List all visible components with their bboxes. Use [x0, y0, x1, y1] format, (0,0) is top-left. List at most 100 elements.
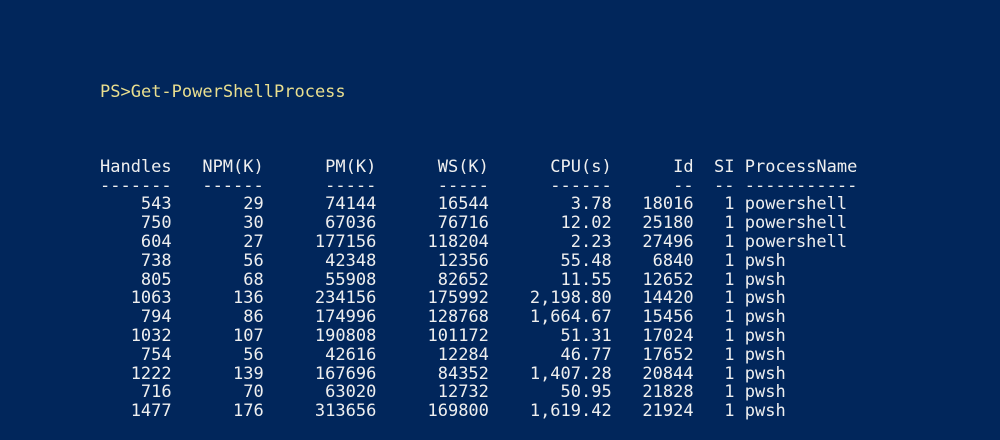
cell-npm-k: 107	[233, 325, 264, 346]
cell-pm-k: 67036	[325, 213, 377, 234]
cell-ws-k: 12284	[437, 344, 489, 365]
cell-si: 1	[724, 231, 735, 252]
header-underline-ws-k: -----	[437, 175, 489, 196]
process-table: Handles NPM(K) PM(K) WS(K) CPU(s) Id SI Process…	[100, 156, 858, 421]
cell-pm-k: 63020	[325, 382, 377, 403]
header-underline-si: --	[714, 175, 735, 196]
command-text: Get-PowerShellProcess	[130, 81, 346, 102]
cell-cpu-s: 46.77	[560, 344, 612, 365]
cell-handles: 750	[140, 213, 172, 234]
cell-ws-k: 12732	[437, 382, 489, 403]
cell-ws-k: 84352	[437, 363, 489, 384]
cell-processname: pwsh	[744, 401, 786, 422]
cell-processname: powershell	[744, 194, 848, 215]
cell-npm-k: 68	[243, 269, 264, 290]
column-header-si: SI	[714, 156, 735, 177]
cell-si: 1	[724, 382, 735, 403]
cell-cpu-s: 50.95	[560, 382, 612, 403]
cell-si: 1	[724, 269, 735, 290]
header-underline-npm-k: ------	[202, 175, 264, 196]
header-underline-cpu-s: ------	[550, 175, 612, 196]
cell-ws-k: 128768	[427, 307, 489, 328]
column-header-cpu-s: CPU(s)	[550, 156, 612, 177]
process-row: 1222 139 167696 84352 1,407.28 20844 1 pwsh	[100, 363, 857, 384]
cell-npm-k: 176	[233, 401, 264, 422]
cell-cpu-s: 55.48	[560, 250, 612, 271]
cell-npm-k: 30	[243, 213, 264, 234]
cell-processname: pwsh	[744, 269, 786, 290]
column-header-ws-k: WS(K)	[437, 156, 489, 177]
cell-handles: 716	[140, 382, 172, 403]
cell-processname: pwsh	[744, 325, 786, 346]
cell-processname: pwsh	[744, 307, 786, 328]
cell-si: 1	[724, 288, 735, 309]
cell-id: 17024	[642, 325, 694, 346]
cell-si: 1	[724, 344, 735, 365]
process-row: 604 27 177156 118204 2.23 27496 1 powershell	[100, 233, 857, 252]
header-underline-pm-k: -----	[325, 175, 377, 196]
cell-processname: pwsh	[744, 344, 786, 365]
cell-pm-k: 167696	[314, 363, 377, 384]
cell-id: 6840	[652, 250, 694, 271]
header-underline-id: --	[673, 175, 694, 196]
process-row: 543 29 74144 16544 3.78 18016 1 powershell	[100, 195, 857, 214]
cell-cpu-s: 12.02	[560, 213, 612, 234]
cell-npm-k: 136	[233, 288, 264, 309]
cell-pm-k: 234156	[314, 288, 377, 309]
header-row: Handles NPM(K) PM(K) WS(K) CPU(s) Id SI Process…	[100, 156, 858, 177]
cell-processname: pwsh	[744, 288, 786, 309]
column-header-npm-k: NPM(K)	[202, 156, 264, 177]
cell-ws-k: 76716	[437, 213, 489, 234]
cell-cpu-s: 51.31	[560, 325, 612, 346]
cell-npm-k: 139	[233, 363, 264, 384]
cell-ws-k: 175992	[427, 288, 489, 309]
process-row: 1032 107 190808 101172 51.31 17024 1 pwsh	[100, 327, 857, 346]
cell-cpu-s: 11.55	[560, 269, 612, 290]
cell-id: 18016	[642, 194, 694, 215]
column-header-processname: ProcessName	[744, 156, 858, 177]
cell-id: 17652	[642, 344, 694, 365]
cell-pm-k: 42616	[325, 344, 377, 365]
cell-cpu-s: 2.23	[570, 231, 612, 252]
cell-id: 20844	[642, 363, 694, 384]
cell-si: 1	[724, 307, 735, 328]
cell-cpu-s: 3.78	[570, 194, 612, 215]
cell-cpu-s: 1,407.28	[529, 363, 612, 384]
cell-cpu-s: 1,664.67	[529, 307, 612, 328]
cell-ws-k: 82652	[437, 269, 489, 290]
process-row: 1063 136 234156 175992 2,198.80 14420 1 pwsh	[100, 289, 857, 308]
cell-pm-k: 55908	[325, 269, 377, 290]
cell-id: 25180	[642, 213, 694, 234]
cell-processname: pwsh	[744, 250, 786, 271]
cell-npm-k: 27	[243, 231, 264, 252]
cell-si: 1	[724, 250, 735, 271]
cell-ws-k: 16544	[437, 194, 489, 215]
cell-npm-k: 29	[243, 194, 264, 215]
cell-si: 1	[724, 363, 735, 384]
cell-id: 21828	[642, 382, 694, 403]
cell-id: 21924	[642, 401, 694, 422]
cell-pm-k: 190808	[314, 325, 377, 346]
cell-handles: 1063	[130, 288, 172, 309]
process-row: 1477 176 313656 169800 1,619.42 21924 1 pwsh	[100, 402, 857, 421]
prompt: PS>	[100, 81, 131, 102]
cell-si: 1	[724, 194, 735, 215]
cell-handles: 805	[140, 269, 172, 290]
cell-processname: powershell	[744, 213, 848, 234]
column-header-handles: Handles	[100, 156, 172, 177]
process-row: 738 56 42348 12356 55.48 6840 1 pwsh	[100, 250, 857, 271]
cell-si: 1	[724, 401, 735, 422]
cell-handles: 543	[140, 194, 172, 215]
cell-handles: 754	[140, 344, 172, 365]
process-row: 716 70 63020 12732 50.95 21828 1 pwsh	[100, 383, 857, 402]
cell-pm-k: 42348	[325, 250, 377, 271]
cell-handles: 794	[140, 307, 172, 328]
cell-ws-k: 12356	[437, 250, 489, 271]
header-underline-handles: -------	[100, 175, 172, 196]
process-row: 794 86 174996 128768 1,664.67 15456 1 pwsh	[100, 308, 857, 327]
cell-ws-k: 118204	[427, 231, 489, 252]
cell-id: 15456	[642, 307, 694, 328]
cell-handles: 738	[140, 250, 172, 271]
cell-cpu-s: 1,619.42	[529, 401, 612, 422]
cell-handles: 1477	[130, 401, 172, 422]
